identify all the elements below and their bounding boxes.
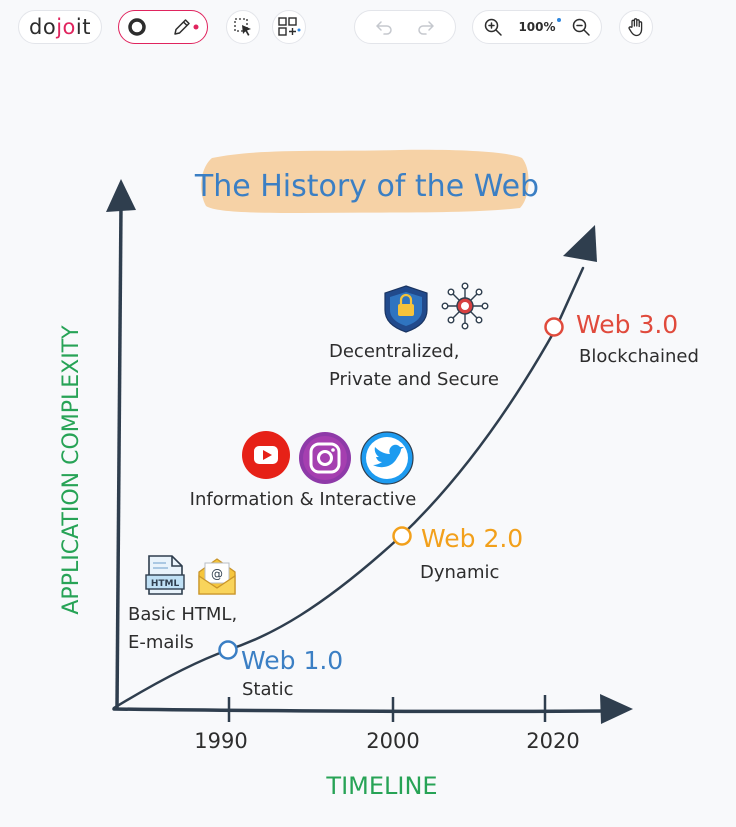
pen-tool-button[interactable]: [171, 16, 199, 38]
redo-icon: [418, 21, 434, 35]
redo-button[interactable]: [416, 18, 436, 36]
security-shield-icon: [384, 285, 428, 333]
pan-tool-button[interactable]: [619, 10, 653, 44]
web1-marker[interactable]: [218, 640, 238, 660]
y-axis-arrowhead: [106, 179, 136, 212]
color-ring-icon: [128, 18, 146, 36]
zoom-in-button[interactable]: [483, 17, 503, 37]
web2-label: Web 2.0: [421, 524, 523, 553]
zoom-out-icon: [572, 18, 590, 36]
title-text: The History of the Web: [194, 169, 539, 204]
web2-note: Information & Interactive: [190, 489, 417, 510]
tick-label-2020: 2020: [526, 729, 579, 753]
zoom-in-icon: [484, 18, 502, 36]
html-file-icon: HTML: [145, 555, 185, 595]
logo-text: dojoit: [29, 15, 91, 39]
hand-icon: [628, 18, 643, 37]
instagram-icon: [299, 432, 351, 484]
pencil-icon: [174, 19, 190, 35]
shapes-tool-button[interactable]: [272, 10, 306, 44]
select-tool-button[interactable]: [226, 10, 260, 44]
web1-note-line1: Basic HTML,: [128, 604, 237, 625]
youtube-icon: [242, 431, 290, 479]
shapes-grid-icon: [278, 17, 301, 36]
undo-icon: [376, 21, 392, 35]
tick-label-2000: 2000: [366, 729, 419, 753]
web3-note-line2: Private and Secure: [329, 369, 499, 390]
web1-sublabel: Static: [242, 679, 293, 700]
app-logo[interactable]: dojoit: [18, 10, 102, 44]
email-icon: @: [198, 558, 236, 595]
web3-label: Web 3.0: [576, 310, 678, 339]
web1-label: Web 1.0: [241, 646, 343, 675]
zoom-out-button[interactable]: [571, 17, 591, 37]
growth-curve: [112, 225, 597, 710]
x-axis-label: TIMELINE: [325, 772, 437, 800]
web1-note-line2: E-mails: [128, 632, 194, 653]
y-axis: [106, 179, 136, 710]
diagram-title[interactable]: The History of the Web: [194, 149, 539, 213]
curve-arrowhead: [563, 225, 597, 262]
tick-label-1990: 1990: [194, 729, 247, 753]
email-at-sign: @: [211, 567, 223, 581]
network-nodes-icon: [441, 282, 489, 330]
history-controls: [354, 10, 456, 44]
select-cursor-icon: [234, 18, 251, 36]
x-axis-arrowhead: [600, 694, 633, 724]
zoom-controls: 100%: [472, 10, 602, 44]
undo-button[interactable]: [374, 18, 394, 36]
active-dot-icon: [193, 24, 199, 30]
title-highlight: [201, 149, 529, 213]
pen-tool-group: [118, 10, 208, 44]
web3-marker[interactable]: [544, 317, 564, 337]
x-axis: [112, 694, 633, 724]
web2-marker[interactable]: [392, 526, 412, 546]
web2-sublabel: Dynamic: [420, 562, 499, 583]
zoom-level[interactable]: 100%: [518, 18, 561, 34]
stroke-color-picker[interactable]: [127, 17, 147, 37]
web3-sublabel: Blockchained: [579, 346, 699, 367]
y-axis-label: APPLICATION COMPLEXITY: [59, 325, 84, 615]
twitter-icon: [360, 431, 414, 485]
html-badge-text: HTML: [151, 579, 180, 589]
web3-note-line1: Decentralized,: [329, 341, 459, 362]
